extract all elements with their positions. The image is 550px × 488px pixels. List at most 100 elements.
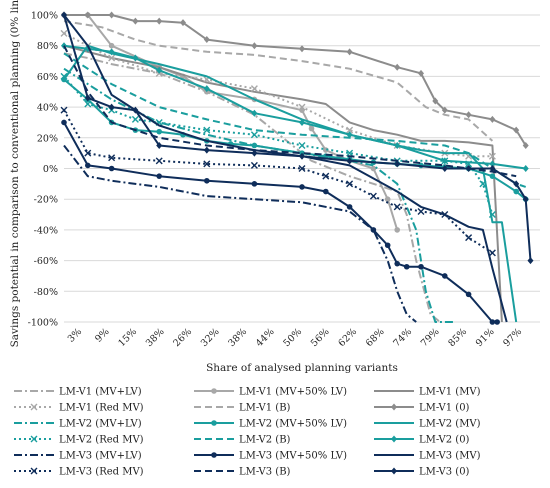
series-lm-v1-red-mv-marker [108,54,116,62]
legend-item-lm-v2-mv-label: LM-V2 (MV) [419,419,481,430]
series-lm-v3-red-mv-marker [465,234,473,242]
x-tick-label: 9% [93,326,111,344]
x-tick-label: 44% [254,326,277,349]
series-lm-v1-mv-50-lv-line [64,14,399,231]
series-lm-v3-mv-50-lv-marker [394,260,401,267]
series-lm-v3-0-marker [299,152,305,160]
series-lm-v2-mv-lv [63,67,455,323]
x-tick-label: 62% [336,326,359,349]
y-tick-label: -40% [34,225,58,236]
legend-item-lm-v1-red-mv: LM-V1 (Red MV) [14,403,144,414]
series-lm-v2-0-marker [132,54,139,62]
legend-item-lm-v2-red-mv-label: LM-V2 (Red MV) [59,435,144,446]
series-lm-v1-0-line [64,14,527,147]
series-lm-v2-mv-lv-line [63,67,455,323]
series-lm-v1-b [63,20,494,142]
series-lm-v3-mv [63,14,508,323]
y-tick-label: 80% [37,41,58,52]
series-lm-v2-0-marker [489,160,496,168]
legend-item-lm-v3-0-label: LM-V3 (0) [419,467,470,478]
series-lm-v3-0-marker [522,195,529,203]
series-lm-v1-0-marker [513,126,520,134]
series-lm-v1-0-marker [489,115,496,123]
series-lm-v2-red-mv-marker [298,141,306,149]
x-tick-label: 50% [281,326,304,349]
legend-item-lm-v3-mv-50-lv-label: LM-V3 (MV+50% LV) [239,451,347,462]
series-lm-v3-mv-50-lv-marker [85,162,91,169]
series-lm-v3-red-mv-marker [298,165,306,172]
x-tick-label: 38% [144,326,167,349]
series-lm-v3-0-marker [156,141,163,149]
legend-item-lm-v3-mv-50-lv: LM-V3 (MV+50% LV) [194,451,347,462]
legend-item-lm-v2-mv-lv-label: LM-V2 (MV+LV) [59,419,142,430]
legend-item-lm-v3-mv-50-lv-marker [211,452,217,458]
series-lm-v2-red-mv [60,72,496,219]
legend-item-lm-v2-0: LM-V2 (0) [374,435,470,446]
series-lm-v3-0-marker [108,103,115,111]
series-lm-v3-mv-50-lv-marker [251,181,258,187]
legend-item-lm-v2-mv: LM-V2 (MV) [374,419,481,430]
series-lm-v3-red-mv-marker [60,106,68,114]
legend-item-lm-v1-mv-label: LM-V1 (MV) [419,387,481,398]
y-tick-label: 0% [43,164,58,175]
series-lm-v3-0-marker [465,165,472,172]
series-lm-v3-0-marker [84,94,91,102]
series-lm-v3-red-mv-marker [369,192,377,200]
legend-item-lm-v1-b-label: LM-V1 (B) [239,403,291,414]
series-lm-v1-mv-50-lv-marker [394,227,401,233]
x-tick-label: 97% [501,326,524,349]
legend-item-lm-v3-0: LM-V3 (0) [374,467,470,478]
series-lm-v1-0-marker [346,48,353,56]
series-lm-v1-0-marker [108,11,115,19]
legend-item-lm-v2-mv-50-lv: LM-V2 (MV+50% LV) [194,419,347,430]
legend-item-lm-v1-mv-50-lv: LM-V1 (MV+50% LV) [194,387,347,398]
x-tick-label: 15% [116,326,139,349]
legend-item-lm-v1-mv-lv-label: LM-V1 (MV+LV) [59,387,142,398]
series-lm-v2-mv-50-lv-marker [513,188,519,195]
series-lm-v1-b-line [63,20,494,142]
series-lm-v3-red-mv-marker [155,157,163,165]
series-lm-v1-0-marker [84,11,91,19]
series-lm-v2-0-marker [108,48,115,56]
y-tick-label: -80% [34,287,58,298]
y-tick-label: -60% [34,256,58,267]
series-lm-v3-mv-50-lv-marker [418,263,424,270]
series-lm-v3-red-mv [60,106,496,257]
series-lm-v3-mv-50-lv [61,119,500,325]
legend-item-lm-v3-b: LM-V3 (B) [194,467,291,478]
series-lm-v3-red-mv-marker [393,203,401,211]
y-tick-label: -100% [28,318,58,329]
legend-item-lm-v2-red-mv: LM-V2 (Red MV) [14,435,144,446]
x-tick-label: 3% [66,326,84,344]
series-lm-v1-0-marker [132,17,139,25]
series-lm-v3-mv-50-lv-marker [108,165,115,172]
legend-item-lm-v3-mv-lv: LM-V3 (MV+LV) [14,451,142,462]
legend-item-lm-v3-mv-label: LM-V3 (MV) [419,451,481,462]
series-lm-v3-0-marker [527,257,534,265]
x-tick-label: 56% [309,326,332,349]
series-lm-v2-red-mv-marker [203,126,211,134]
x-tick-label: 79% [419,326,442,349]
series-lm-v1-red-mv-marker [298,103,306,111]
y-tick-label: 100% [31,11,58,22]
series-lm-v3-red-mv-marker [322,172,330,180]
legend-item-lm-v1-mv-50-lv-marker [211,388,217,394]
x-tick-label: 68% [364,326,387,349]
x-tick-label: 85% [446,326,469,349]
legend-item-lm-v1-0-label: LM-V1 (0) [419,403,470,414]
series-lm-v3-red-mv-marker [488,249,496,257]
series-lm-v3-mv-50-lv-marker [494,319,500,325]
legend-item-lm-v3-red-mv-label: LM-V3 (Red MV) [59,467,144,478]
series-lm-v3-0-line [63,14,532,261]
legend-item-lm-v2-mv-50-lv-marker [211,420,217,426]
series-lm-v1-red-mv-marker [60,29,68,37]
y-tick-label: 20% [37,133,58,144]
series-lm-v1-0-marker [418,69,424,77]
series-lm-v1-mv [63,44,503,323]
y-tick-label: 60% [37,72,58,83]
legend-item-lm-v2-b-label: LM-V2 (B) [239,435,291,446]
series-lm-v1-mv-lv [63,52,441,323]
series-lm-v3-red-mv-marker [441,211,449,219]
series-lm-v3-mv-50-lv-marker [403,263,410,270]
series-lm-v1-0-marker [465,111,472,119]
